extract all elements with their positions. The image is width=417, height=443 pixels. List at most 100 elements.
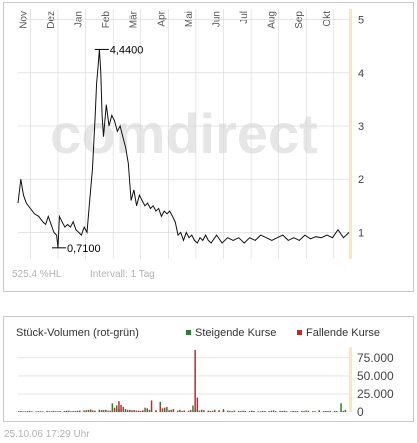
volume-bar-down [329, 410, 331, 412]
volume-bar-down [100, 410, 103, 412]
volume-bar-up [48, 411, 50, 412]
volume-bar-down [31, 411, 33, 412]
volume-bar-down [133, 410, 135, 412]
legend-up-swatch [186, 329, 191, 335]
volume-bar-up [279, 410, 281, 412]
y-tick-label: 4 [358, 68, 364, 80]
volume-bar-down [285, 411, 288, 412]
legend-up-label: Steigende Kurse [195, 327, 277, 339]
timestamp: 25.10.06 17:29 Uhr [4, 429, 90, 440]
volume-bar-up [122, 406, 124, 412]
volume-bar-down [59, 411, 61, 412]
volume-bar-down [55, 411, 57, 412]
interval-info: Intervall: 1 Tag [90, 269, 155, 280]
volume-bar-down [118, 401, 120, 412]
volume-bar-up [333, 410, 336, 412]
volume-bar-up [76, 410, 79, 412]
volume-bar-up [102, 410, 105, 412]
volume-bar-up [139, 410, 142, 412]
volume-bar-down [222, 410, 225, 412]
volume-bar-up [198, 410, 201, 412]
volume-bar-up [63, 411, 66, 412]
volume-bar-down [142, 410, 144, 412]
volume-bar-up [327, 411, 329, 412]
volume-bar-down [46, 410, 48, 412]
volume-bar-down [296, 411, 299, 412]
volume-bar-down [314, 411, 316, 412]
volume-bar-up [305, 410, 307, 412]
volume-bar-down [179, 409, 181, 412]
volume-bar-up [161, 408, 164, 412]
volume-bar-up [344, 409, 347, 412]
volume-bar-down [211, 410, 214, 412]
volume-bar-up [87, 409, 90, 412]
volume-bar-up [251, 410, 253, 412]
volume-bar-up [135, 410, 138, 412]
volume-bar-down [335, 411, 338, 412]
volume-bar-up [222, 409, 225, 412]
legend-down-swatch [297, 329, 302, 335]
volume-bar-down [94, 410, 96, 412]
volume-y-axis-band [349, 347, 352, 412]
volume-bar-up [244, 410, 246, 412]
volume-bar-down [113, 407, 116, 412]
x-tick-label: Jul [239, 11, 250, 24]
volume-bar-down [227, 410, 229, 412]
price-line [17, 49, 350, 248]
volume-bar-down [281, 411, 283, 412]
volume-bar-down [70, 411, 72, 412]
y-axis-band [349, 9, 352, 259]
volume-bar-up [283, 410, 286, 412]
y-tick-label: 1 [358, 227, 364, 239]
volume-bar-down [65, 410, 68, 412]
volume-bar-down [150, 400, 153, 412]
x-tick-label: Jan [74, 11, 85, 27]
volume-bar-down [253, 411, 255, 412]
volume-bar-up [83, 410, 85, 412]
y-tick-label: 3 [358, 121, 364, 133]
volume-bar-down [307, 410, 310, 412]
volume-bar-down [155, 410, 157, 412]
volume-bar-down [231, 411, 233, 412]
volume-bar-down [196, 397, 199, 412]
volume-bar-down [270, 410, 273, 412]
volume-bar-down [248, 411, 251, 412]
volume-bar-up [187, 410, 190, 412]
volume-bar-up [312, 411, 314, 412]
volume-bar-down [190, 410, 192, 412]
legend-up: Steigende Kurse [186, 327, 276, 339]
volume-bar-down [172, 409, 175, 412]
volume-bar-up [52, 410, 55, 412]
volume-bar-down [109, 410, 111, 412]
volume-bar-up [257, 411, 259, 412]
change-info: 525,4 %HL [12, 269, 62, 280]
volume-bar-up [209, 410, 212, 412]
volume-bar-down [137, 410, 140, 412]
volume-bar-up [322, 411, 325, 412]
volume-bar-down [259, 411, 262, 412]
volume-bar-up [229, 410, 231, 412]
volume-bar-up [268, 411, 270, 412]
volume-bar-up [111, 403, 114, 412]
volume-bar-down [207, 410, 209, 412]
volume-bar-up [233, 410, 236, 412]
legend-down: Fallende Kurse [297, 327, 380, 339]
volume-bar-down [159, 406, 161, 412]
volume-bar-down [163, 407, 166, 412]
volume-bar-down [183, 410, 185, 412]
volume-bar-up [24, 411, 26, 412]
volume-bar-down [105, 409, 107, 412]
volume-bar-up [301, 410, 303, 412]
volume-bar-down [292, 410, 294, 412]
volume-chart: 0 25.000 50.000 75.000 [18, 347, 394, 419]
volume-bar-down [79, 410, 81, 412]
volume-bar-down [129, 409, 131, 412]
volume-bar-up [272, 410, 275, 412]
volume-bar-up [240, 411, 242, 412]
volume-bar-down [18, 411, 20, 412]
volume-bar-up [166, 406, 168, 412]
volume-y-tick-label: 0 [357, 405, 364, 419]
volume-bar-down [37, 411, 40, 412]
x-tick-label: Mär [129, 10, 140, 28]
x-tick-label: Okt [322, 11, 333, 27]
